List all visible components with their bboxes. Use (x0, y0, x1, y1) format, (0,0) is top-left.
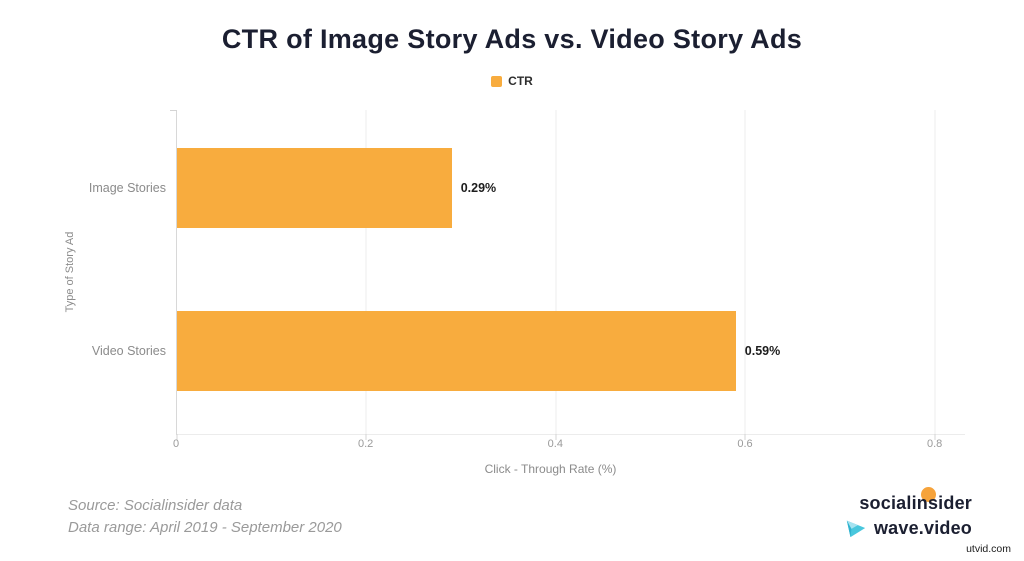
socialinsider-logo: socialinsider (859, 487, 972, 514)
x-tick-label: 0.8 (926, 438, 943, 450)
x-axis-tick (555, 434, 557, 440)
chart-title: CTR of Image Story Ads vs. Video Story A… (221, 24, 803, 54)
bar-video-stories: 0.59% (177, 311, 780, 391)
x-tick-label: 0.6 (737, 438, 753, 450)
y-axis-title: Type of Story Ad (64, 231, 76, 313)
data-range-line: Data range: April 2019 - September 2020 (68, 519, 342, 536)
legend-label: CTR (508, 74, 533, 88)
x-axis-tick (744, 434, 746, 440)
brand-logos: socialinsider wave.video (845, 487, 972, 539)
gridline (744, 110, 746, 434)
x-tick-label: 0 (172, 438, 180, 450)
x-axis-tick (934, 434, 936, 440)
gridline (934, 110, 936, 434)
gridline (365, 110, 367, 434)
category-label-video-stories: Video Stories (91, 344, 166, 358)
wave-video-play-icon (846, 520, 866, 538)
value-label-image-stories: 0.29% (460, 181, 497, 195)
wave-video-logo-text: wave.video (873, 517, 972, 538)
legend: CTR (0, 74, 1024, 88)
x-tick-labels: 0 0.2 0.4 0.6 0.8 (172, 438, 965, 452)
socialinsider-dot-icon (921, 487, 937, 502)
x-tick-label: 0.2 (358, 438, 374, 450)
legend-swatch-icon (491, 75, 503, 87)
value-label-video-stories: 0.59% (744, 344, 781, 358)
category-label-image-stories: Image Stories (88, 181, 166, 195)
x-axis-tick (176, 434, 178, 440)
wave-video-logo: wave.video (845, 517, 972, 539)
bar-image-stories: 0.29% (177, 148, 496, 228)
socialinsider-logo-text: socialinsider (859, 493, 972, 513)
plot-area: 0.29% 0.59% (170, 110, 965, 440)
gridline (555, 110, 557, 434)
source-line: Source: Socialinsider data (68, 497, 243, 514)
watermark: utvid.com (966, 543, 1011, 555)
x-tick-label: 0.4 (547, 438, 563, 450)
x-axis-title: Click - Through Rate (%) (484, 462, 617, 476)
source-attribution: Source: Socialinsider data Data range: A… (68, 495, 342, 539)
y-axis-top-tick (170, 110, 177, 111)
x-axis-tick (365, 434, 367, 440)
